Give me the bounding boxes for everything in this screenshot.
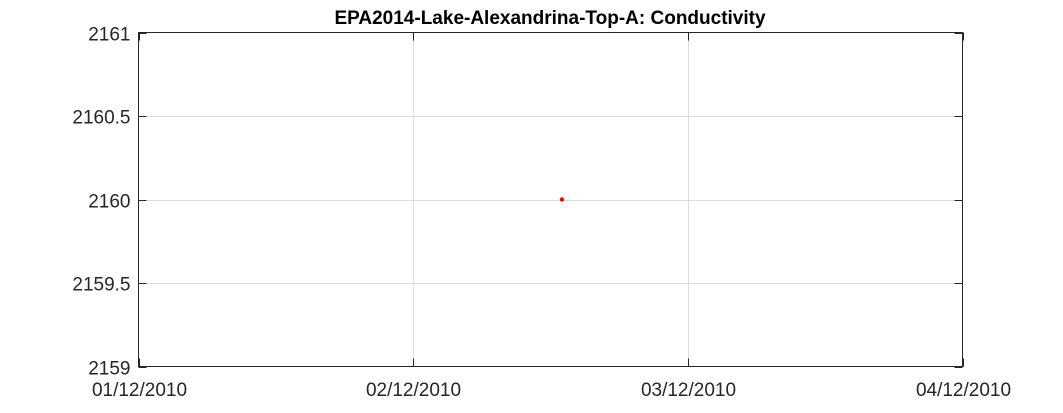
ticks-layer: [138, 32, 964, 368]
grid-layer: [138, 32, 963, 367]
x-tick-label: 03/12/2010: [641, 380, 736, 401]
y-tick-label: 2161: [88, 25, 130, 46]
x-tick-label: 02/12/2010: [366, 380, 461, 401]
y-tick-label: 2160.5: [72, 108, 130, 129]
chart-title: EPA2014-Lake-Alexandrina-Top-A: Conducti…: [334, 8, 766, 29]
y-tick-label: 2160: [88, 192, 130, 213]
plot-area-border: [138, 32, 963, 367]
data-point: [559, 197, 565, 202]
y-tick-label: 2159: [88, 359, 130, 380]
x-tick-label: 04/12/2010: [916, 380, 1011, 401]
tick-labels-layer: 01/12/2010 02/12/2010 03/12/2010 04/12/2010…: [72, 25, 1011, 402]
x-tick-label: 01/12/2010: [92, 380, 187, 401]
y-tick-label: 2159.5: [72, 275, 130, 296]
data-points-layer: [559, 197, 565, 202]
